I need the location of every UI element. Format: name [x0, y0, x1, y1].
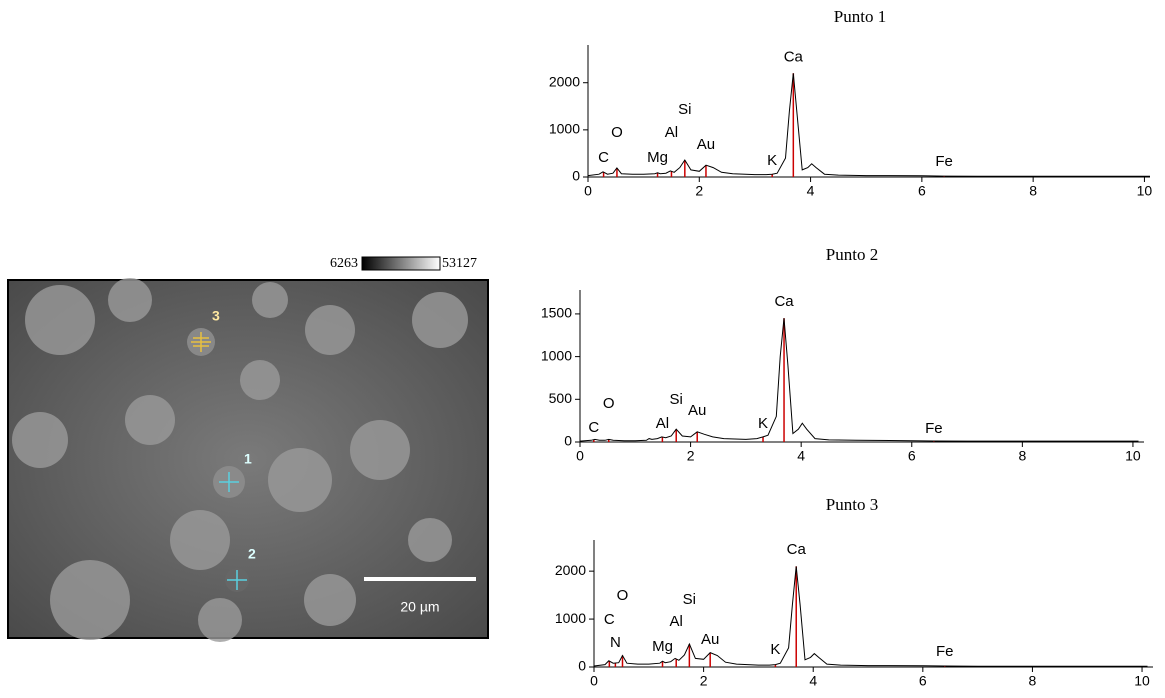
y-tick-label: 0: [564, 433, 572, 449]
element-label: N: [610, 634, 621, 651]
element-label: C: [604, 611, 615, 628]
point-label: 3: [212, 308, 220, 324]
y-tick-label: 0: [578, 658, 586, 674]
x-tick-label: 0: [584, 183, 592, 199]
element-label: Fe: [936, 643, 954, 660]
element-label: Si: [683, 591, 696, 608]
spectrum-line: [579, 318, 1139, 442]
element-label: Al: [656, 415, 669, 432]
colorbar: [361, 256, 441, 271]
y-tick-label: 1000: [549, 121, 580, 137]
x-tick-label: 0: [576, 448, 584, 464]
element-label: Si: [670, 391, 683, 408]
spectrum-line: [593, 566, 1148, 667]
y-tick-label: 1500: [541, 305, 572, 321]
element-label: Al: [665, 124, 678, 141]
sem-image: 1 2 3 20 µm 6263 53127: [7, 256, 489, 642]
x-tick-label: 10: [1134, 673, 1150, 689]
element-label: Fe: [935, 153, 953, 170]
element-label: Fe: [925, 420, 943, 437]
element-label: K: [767, 152, 777, 169]
point-label: 1: [244, 451, 252, 467]
colorbar-max: 53127: [442, 256, 477, 271]
x-tick-label: 6: [918, 183, 926, 199]
x-tick-label: 4: [809, 673, 817, 689]
chart-title: Punto 2: [826, 245, 878, 264]
element-label: Al: [670, 613, 683, 630]
x-tick-label: 8: [1029, 183, 1037, 199]
spectrum-line: [587, 73, 1150, 177]
y-tick-label: 2000: [549, 73, 580, 89]
x-tick-label: 2: [687, 448, 695, 464]
x-tick-label: 4: [807, 183, 815, 199]
element-label: O: [611, 124, 623, 141]
x-tick-label: 6: [919, 673, 927, 689]
point-marker: [219, 472, 239, 492]
colorbar-min: 6263: [330, 256, 358, 271]
element-label: Au: [701, 631, 719, 648]
element-label: C: [598, 149, 609, 166]
element-label: Ca: [787, 541, 807, 558]
element-label: Mg: [647, 149, 668, 166]
point-marker: [227, 570, 247, 590]
y-tick-label: 2000: [555, 562, 586, 578]
y-tick-label: 0: [572, 168, 580, 184]
x-tick-label: 10: [1125, 448, 1141, 464]
point-marker: [191, 332, 211, 352]
x-tick-label: 8: [1018, 448, 1026, 464]
x-tick-label: 6: [908, 448, 916, 464]
element-label: O: [617, 587, 629, 604]
element-label: Si: [678, 101, 691, 118]
element-label: C: [588, 419, 599, 436]
chart-title: Punto 3: [826, 495, 878, 514]
x-tick-label: 4: [797, 448, 805, 464]
element-label: Au: [697, 136, 715, 153]
point-label: 2: [248, 546, 256, 562]
element-label: Ca: [784, 49, 804, 66]
x-tick-label: 8: [1029, 673, 1037, 689]
y-tick-label: 1000: [541, 347, 572, 363]
element-label: Au: [688, 402, 706, 419]
x-tick-label: 2: [695, 183, 703, 199]
x-tick-label: 0: [590, 673, 598, 689]
element-label: Mg: [652, 638, 673, 655]
y-tick-label: 1000: [555, 610, 586, 626]
element-label: K: [758, 415, 768, 432]
chart-title: Punto 1: [834, 7, 886, 26]
element-label: O: [603, 395, 615, 412]
x-tick-label: 10: [1137, 183, 1153, 199]
x-tick-label: 2: [700, 673, 708, 689]
element-label: K: [770, 641, 780, 658]
scale-bar-label: 20 µm: [400, 599, 439, 615]
sem-texture: [12, 278, 468, 642]
element-label: Ca: [774, 293, 794, 310]
y-tick-label: 500: [549, 390, 573, 406]
